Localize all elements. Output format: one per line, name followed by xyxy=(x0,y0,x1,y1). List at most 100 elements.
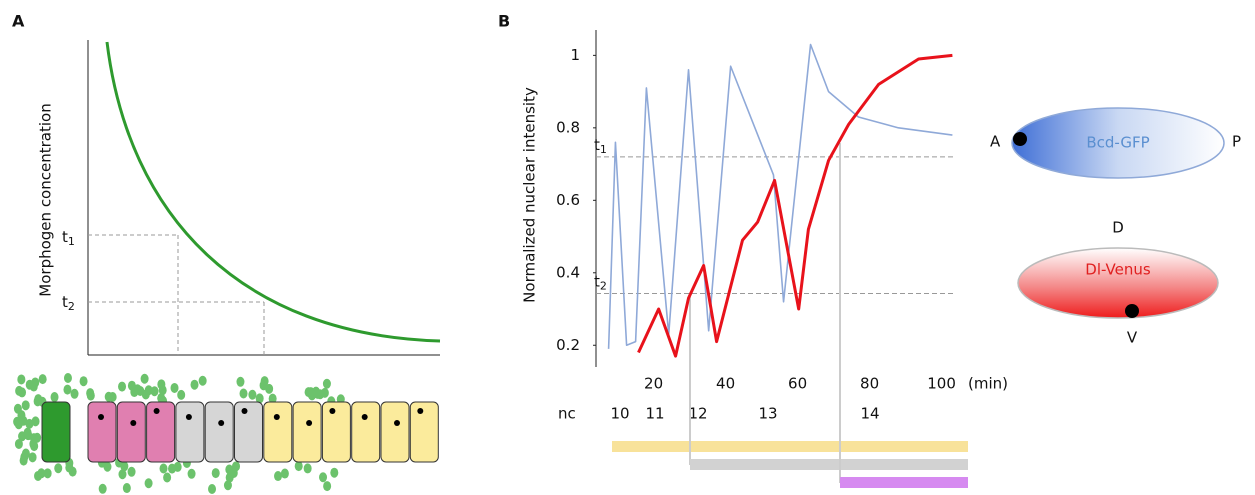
morphogen-dot xyxy=(38,374,47,385)
cell-row xyxy=(13,373,439,495)
morphogen-dot xyxy=(30,441,39,452)
morphogen-dot xyxy=(21,400,30,411)
morphogen-dot xyxy=(232,461,241,472)
morphogen-dot xyxy=(150,386,159,397)
pole-label: A xyxy=(990,133,1001,151)
morphogen-dot xyxy=(323,481,332,492)
morphogen-dot xyxy=(108,391,117,402)
morphogen-dot xyxy=(259,380,268,391)
morphogen-dot xyxy=(28,452,37,463)
morphogen-dot xyxy=(68,466,77,477)
morphogen-dot xyxy=(43,468,52,479)
threshold-index: 1 xyxy=(600,143,607,156)
nucleus xyxy=(361,414,368,420)
y-axis-label: Normalized nuclear intensity xyxy=(521,87,539,303)
morphogen-dot xyxy=(255,393,264,404)
pole-label: V xyxy=(1127,329,1138,347)
morphogen-dot xyxy=(17,410,26,421)
cell xyxy=(263,401,293,463)
morphogen-dot xyxy=(239,388,248,399)
morphogen-dot xyxy=(31,377,40,388)
x-unit: (min) xyxy=(968,375,1008,393)
cell xyxy=(351,401,381,463)
morphogen-dot xyxy=(14,438,23,449)
threshold-index: 2 xyxy=(600,279,607,292)
threshold-label: t2 xyxy=(594,272,607,293)
morphogen-dot xyxy=(63,373,72,384)
morphogen-dot xyxy=(168,463,177,474)
morphogen-dot xyxy=(29,433,38,444)
morphogen-dot xyxy=(31,416,40,427)
y-tick-label: 1 xyxy=(570,46,580,64)
nucleus xyxy=(218,420,225,426)
panel-label: A xyxy=(12,12,25,31)
morphogen-dot xyxy=(322,378,331,389)
nucleus-dot xyxy=(1013,132,1027,146)
x-tick-label: 60 xyxy=(788,375,807,393)
nc-stage: 11 xyxy=(645,405,664,423)
morphogen-dot xyxy=(140,373,149,384)
morphogen-dot xyxy=(33,396,42,407)
stage-bar xyxy=(690,459,968,470)
cell xyxy=(41,401,71,463)
threshold-letter: t xyxy=(594,135,600,153)
threshold-label: t1 xyxy=(594,135,607,156)
morphogen-dot xyxy=(157,379,166,390)
morphogen-dot xyxy=(330,467,339,478)
morphogen-dot xyxy=(319,472,328,483)
cell xyxy=(175,401,205,463)
cell xyxy=(321,401,351,463)
morphogen-dot xyxy=(127,466,136,477)
y-tick-label: 0.8 xyxy=(556,118,580,136)
cell xyxy=(409,401,439,463)
threshold-label: t2 xyxy=(62,293,75,314)
threshold-label: t1 xyxy=(62,228,75,249)
morphogen-dot xyxy=(19,455,28,466)
morphogen-dot xyxy=(50,392,59,403)
morphogen-dot xyxy=(208,484,217,495)
morphogen-dot xyxy=(17,374,26,385)
morphogen-dot xyxy=(86,388,95,399)
y-tick-label: 0.4 xyxy=(556,263,580,281)
x-tick-label: 20 xyxy=(644,375,663,393)
morphogen-dot xyxy=(127,380,136,391)
guides xyxy=(88,234,265,355)
cell xyxy=(146,401,176,463)
nc-stage: 13 xyxy=(758,405,777,423)
series-line xyxy=(637,53,953,358)
morphogen-dot xyxy=(122,483,131,494)
stage-bar xyxy=(840,477,968,488)
cell xyxy=(380,401,410,463)
morphogen-dot xyxy=(118,469,127,480)
cell xyxy=(116,401,146,463)
nucleus xyxy=(394,420,400,426)
nucleus xyxy=(185,414,192,420)
nc-stage: 10 xyxy=(610,405,629,423)
morphogen-dot xyxy=(98,483,107,494)
morphogen-dot xyxy=(63,384,72,395)
nucleus xyxy=(273,414,280,420)
morphogen-dot xyxy=(177,389,186,400)
embryo-label: Dl-Venus xyxy=(1085,261,1151,279)
x-tick-label: 80 xyxy=(860,375,879,393)
x-tick-label: 40 xyxy=(716,375,735,393)
morphogen-dot xyxy=(248,389,257,400)
embryo xyxy=(1011,107,1225,179)
morphogen-dot xyxy=(157,393,166,404)
morphogen-dot xyxy=(187,468,196,479)
stage-bar xyxy=(612,441,968,452)
series-line xyxy=(607,43,953,349)
morphogen-dot xyxy=(236,376,245,387)
morphogen-dot xyxy=(18,387,27,398)
morphogen-dot xyxy=(23,427,32,438)
morphogen-dot xyxy=(274,471,283,482)
morphogen-dot xyxy=(144,385,153,396)
embryo-label: Bcd-GFP xyxy=(1086,134,1149,152)
cell xyxy=(204,401,234,463)
pole-label: D xyxy=(1112,219,1124,237)
nucleus xyxy=(306,420,313,426)
morphogen-dot xyxy=(118,381,127,392)
morphogen-dot xyxy=(163,472,172,483)
